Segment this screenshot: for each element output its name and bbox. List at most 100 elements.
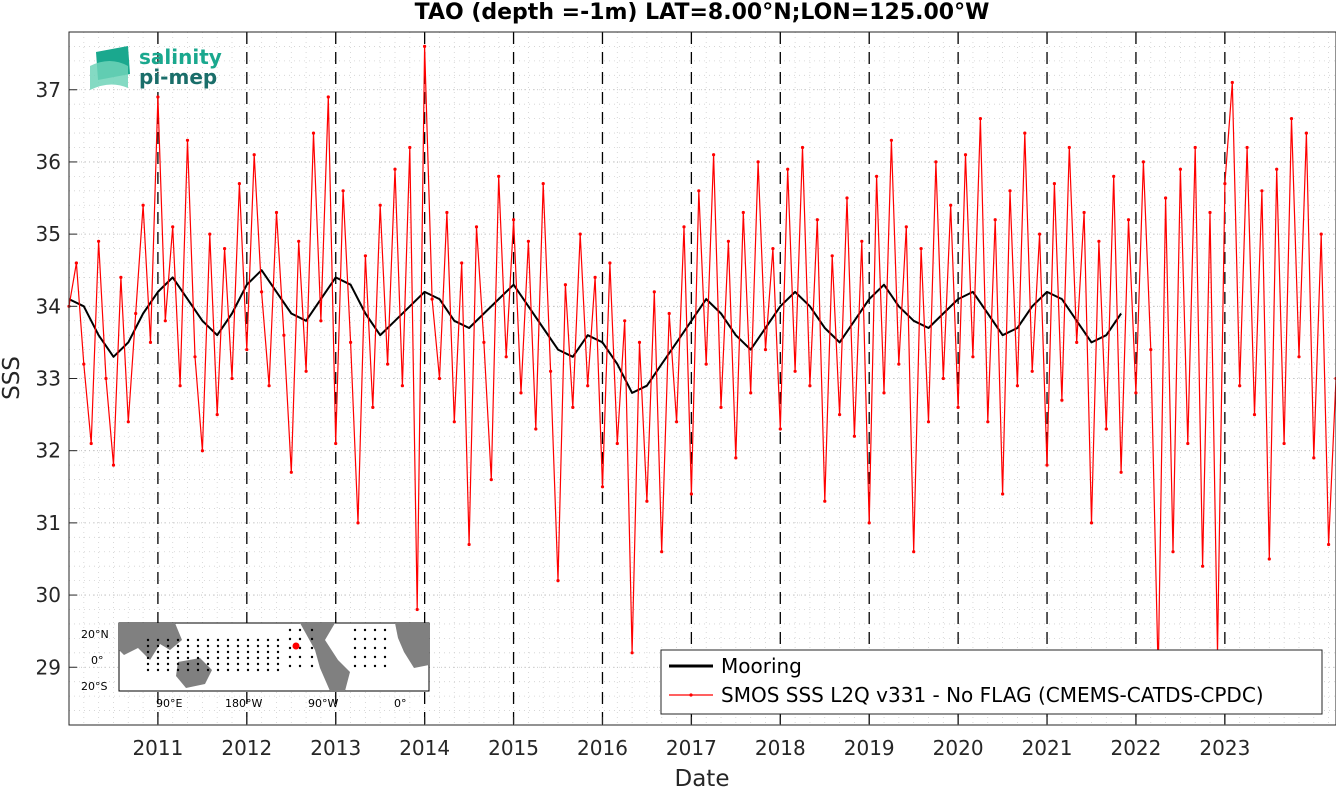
mooring-dot xyxy=(166,644,170,648)
data-point-smos xyxy=(349,340,353,344)
mooring-dot xyxy=(166,656,170,660)
data-point-smos xyxy=(282,333,286,337)
data-point-smos xyxy=(563,283,568,287)
mooring-dot xyxy=(383,655,387,659)
mooring-dot xyxy=(298,646,302,650)
data-point-smos xyxy=(1260,189,1264,193)
data-point-smos xyxy=(400,384,404,388)
data-point-smos xyxy=(926,420,931,424)
mooring-dot xyxy=(288,637,292,641)
data-point-smos xyxy=(230,376,234,381)
legend: Mooring SMOS SSS L2Q v331 - No FLAG (CME… xyxy=(660,649,1323,715)
x-tick-label: 2015 xyxy=(488,736,539,760)
mooring-dot xyxy=(373,655,377,659)
x-tick-label: 2023 xyxy=(1199,736,1250,760)
data-point-smos xyxy=(185,138,190,142)
mooring-dot xyxy=(246,644,250,648)
data-point-smos xyxy=(808,384,812,388)
data-point-smos xyxy=(171,225,175,229)
data-point-smos xyxy=(1104,427,1108,431)
x-axis-label: Date xyxy=(675,766,730,790)
data-point-smos xyxy=(608,261,612,265)
mooring-dot xyxy=(310,637,314,641)
x-tick-label: 2017 xyxy=(666,736,717,760)
data-point-smos xyxy=(838,413,842,417)
mooring-dot xyxy=(310,655,314,659)
africa-landmass xyxy=(395,623,429,668)
data-point-smos xyxy=(445,210,449,215)
mooring-dot xyxy=(353,628,357,632)
data-point-smos xyxy=(860,239,864,243)
data-point-smos xyxy=(356,521,360,525)
data-point-smos xyxy=(963,153,968,157)
mooring-dot xyxy=(288,664,292,668)
data-point-smos xyxy=(682,225,686,229)
data-point-smos xyxy=(430,297,434,301)
mooring-dot xyxy=(206,656,210,660)
data-point-smos xyxy=(615,441,619,446)
logo-text-pi-mep: pi-mep xyxy=(139,65,217,89)
data-point-smos xyxy=(1001,492,1005,496)
data-point-smos xyxy=(897,362,901,366)
data-point-smos xyxy=(630,651,634,655)
data-point-smos xyxy=(482,340,486,344)
mooring-dot xyxy=(186,650,190,654)
mooring-dot xyxy=(266,662,270,666)
mooring-dot xyxy=(363,646,367,650)
logo-wave xyxy=(90,61,128,90)
data-point-smos xyxy=(311,131,316,135)
data-point-smos xyxy=(452,420,456,424)
data-point-smos xyxy=(200,449,204,453)
mooring-dot xyxy=(373,646,377,650)
y-tick-label: 37 xyxy=(36,78,61,102)
data-point-smos xyxy=(697,189,701,193)
mooring-dot xyxy=(276,650,280,654)
mooring-dot xyxy=(176,662,180,666)
x-axis: 2011 2012 2013 2014 2015 2016 2017 2018 2019 2020… xyxy=(132,717,1250,760)
x-tick-label: 2013 xyxy=(310,736,361,760)
mooring-dot xyxy=(196,668,200,672)
data-point-smos xyxy=(319,319,323,323)
mooring-dot xyxy=(196,644,200,648)
mooring-dot xyxy=(186,656,190,660)
mooring-dot xyxy=(236,638,240,642)
data-point-smos xyxy=(193,355,197,359)
y-axis: 29 30 31 32 33 34 35 36 37 xyxy=(36,78,77,679)
data-point-smos xyxy=(1245,145,1249,150)
data-point-smos xyxy=(260,290,264,294)
series-layer xyxy=(67,44,1336,677)
grid xyxy=(68,32,1336,726)
data-point-smos xyxy=(134,311,138,316)
mooring-dot xyxy=(236,668,240,672)
mooring-dot xyxy=(363,637,367,641)
data-point-smos xyxy=(793,369,797,373)
data-point-smos xyxy=(163,319,167,323)
data-point-smos xyxy=(474,225,479,229)
data-point-smos xyxy=(993,218,997,222)
mooring-dot xyxy=(146,662,150,666)
data-point-smos xyxy=(1297,355,1301,359)
mooring-dot xyxy=(256,644,260,648)
map-lat-label: 0° xyxy=(91,654,104,667)
mooring-dot xyxy=(156,668,160,672)
data-point-smos xyxy=(889,138,894,142)
data-point-smos xyxy=(549,369,553,373)
data-point-smos xyxy=(941,376,945,381)
data-point-smos xyxy=(904,225,908,229)
data-point-smos xyxy=(815,218,819,222)
mooring-dot xyxy=(276,656,280,660)
data-point-smos xyxy=(104,376,108,381)
mooring-dot xyxy=(353,655,357,659)
data-point-smos xyxy=(1312,456,1316,460)
mooring-dot xyxy=(146,656,150,660)
data-point-smos xyxy=(363,254,367,258)
data-point-smos xyxy=(489,478,493,482)
data-point-smos xyxy=(1052,182,1056,186)
data-point-smos xyxy=(749,391,753,395)
data-point-smos xyxy=(467,542,471,547)
x-tick-label: 2011 xyxy=(132,736,183,760)
mooring-dot xyxy=(226,638,230,642)
data-point-smos xyxy=(1112,174,1116,178)
y-tick-label: 29 xyxy=(36,655,61,679)
